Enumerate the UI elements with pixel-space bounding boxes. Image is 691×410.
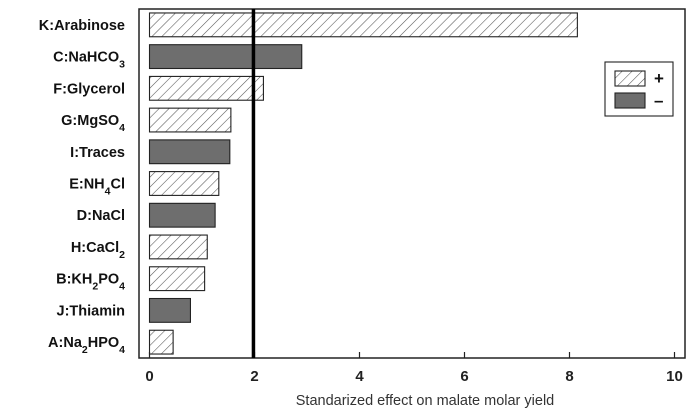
x-tick-label: 0 [145,368,153,385]
category-label-K: K:Arabinose [39,18,125,34]
legend-label-filled: – [654,91,663,110]
bars-group [148,12,578,355]
category-label-F: F:Glycerol [53,81,125,97]
category-label-I: I:Traces [70,145,125,161]
x-axis-ticks: 0 2 4 6 8 10 [145,352,683,385]
bar-A [148,329,174,355]
legend-swatch-hatched [614,70,646,87]
category-label-J: J:Thiamin [57,303,125,319]
bar-K [148,12,578,38]
x-axis-label: Standarized effect on malate molar yield [296,393,554,409]
x-tick-label: 4 [355,368,364,385]
legend-swatch-filled [614,92,646,109]
legend-label-hatched: + [654,69,664,88]
bar-D [148,202,216,228]
plot-frame [138,8,686,359]
category-label-G: G:MgSO4 [61,113,125,134]
x-tick-label: 8 [565,368,573,385]
bar-J [148,297,192,323]
bar-I [148,139,231,165]
category-label-D: D:NaCl [77,208,125,224]
legend: +– [604,61,674,117]
category-label-H: H:CaCl2 [71,240,125,261]
x-tick-label: 10 [666,368,683,385]
x-tick-label: 6 [460,368,468,385]
category-labels: K:Arabinose C:NaHCO3 F:Glycerol G:MgSO4 I:Tr… [39,18,125,356]
bar-H [148,234,208,260]
bar-C [148,44,303,70]
x-tick-label: 2 [250,368,258,385]
bar-E [148,171,220,196]
bar-B [148,266,206,292]
bar-F [148,75,264,101]
category-label-C: C:NaHCO3 [53,50,125,71]
category-label-A: A:Na2HPO4 [48,335,125,356]
bar-G [148,107,232,133]
category-label-B: B:KH2PO4 [56,272,125,293]
category-label-E: E:NH4Cl [69,177,125,198]
